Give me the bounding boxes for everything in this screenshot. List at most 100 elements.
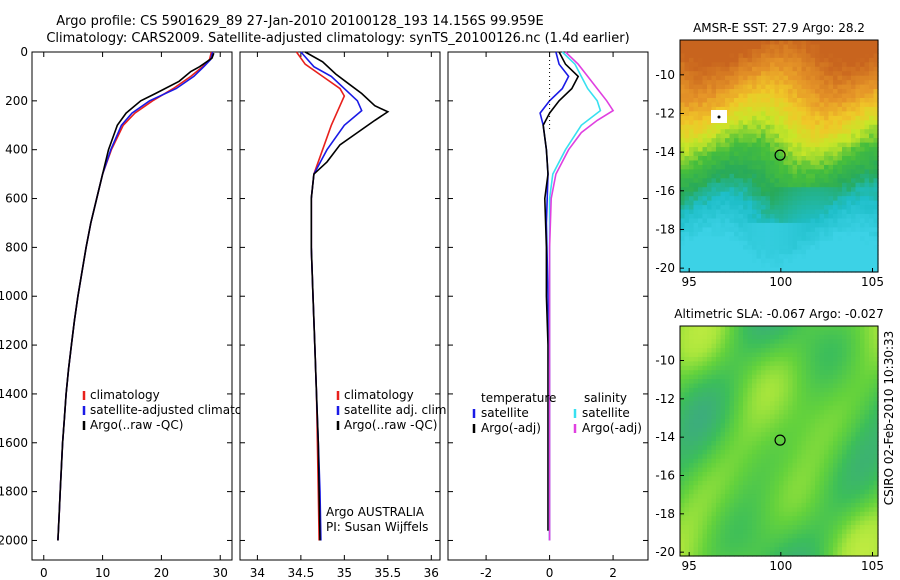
map-cell (747, 147, 753, 153)
map-cell (774, 401, 780, 407)
map-cell (815, 423, 821, 429)
map-cell (756, 485, 762, 491)
map-cell (716, 44, 722, 50)
map-cell (698, 507, 704, 513)
map-cell (774, 379, 780, 385)
map-cell (743, 352, 749, 358)
map-cell (860, 40, 866, 46)
map-cell (806, 156, 812, 162)
map-cell (797, 511, 803, 517)
map-cell (860, 489, 866, 495)
map-cell (774, 231, 780, 237)
map-cell (864, 249, 870, 255)
map-cell (734, 538, 740, 544)
map-cell (846, 520, 852, 526)
map-cell (860, 115, 866, 121)
map-cell (869, 62, 875, 68)
map-cell (756, 330, 762, 336)
map-cell (707, 356, 713, 362)
map-cell (833, 156, 839, 162)
map-cell (774, 48, 780, 54)
map-cell (725, 476, 731, 482)
map-cell (720, 352, 726, 358)
map-cell (684, 182, 690, 188)
map-cell (869, 498, 875, 504)
map-cell (693, 343, 699, 349)
map-cell (761, 258, 767, 264)
map-cell (783, 75, 789, 81)
map-cell (729, 98, 735, 104)
map-cell (702, 111, 708, 117)
map-cell (779, 396, 785, 402)
map-cell (833, 249, 839, 255)
map-cell (779, 200, 785, 206)
map-cell (693, 156, 699, 162)
map-cell (779, 178, 785, 184)
map-cell (698, 89, 704, 95)
map-cell (761, 142, 767, 148)
map-cell (689, 352, 695, 358)
map-cell (684, 40, 690, 46)
map-cell (864, 263, 870, 269)
map-cell (725, 57, 731, 63)
map-cell (702, 138, 708, 144)
map-cell (846, 547, 852, 553)
map-cell (702, 441, 708, 447)
map-cell (819, 178, 825, 184)
map-cell (693, 129, 699, 135)
map-cell (851, 374, 857, 380)
map-cell (774, 173, 780, 179)
map-cell (855, 178, 861, 184)
map-cell (783, 343, 789, 349)
map-cell (752, 542, 758, 548)
map-cell (756, 120, 762, 126)
map-cell (788, 84, 794, 90)
series-line-argo_diff (548, 51, 615, 541)
map-cell (729, 392, 735, 398)
map-cell (761, 485, 767, 491)
map-cell (801, 258, 807, 264)
map-cell (851, 542, 857, 548)
map-cell (756, 40, 762, 46)
map-cell (792, 218, 798, 224)
map-cell (801, 62, 807, 68)
map-cell (788, 511, 794, 517)
map-cell (846, 538, 852, 544)
map-cell (828, 343, 834, 349)
map-cell (779, 89, 785, 95)
map-cell (833, 214, 839, 220)
map-cell (824, 93, 830, 99)
map-cell (815, 511, 821, 517)
map-cell (779, 53, 785, 59)
map-cell (806, 200, 812, 206)
map-cell (792, 432, 798, 438)
map-cell (801, 525, 807, 531)
map-cell (702, 423, 708, 429)
map-cell (752, 423, 758, 429)
map-cell (743, 547, 749, 553)
map-cell (824, 40, 830, 46)
map-cell (743, 106, 749, 112)
map-cell (720, 379, 726, 385)
map-cell (711, 441, 717, 447)
map-cell (684, 249, 690, 255)
map-cell (765, 414, 771, 420)
map-cell (828, 111, 834, 117)
map-cell (810, 485, 816, 491)
map-cell (783, 529, 789, 535)
map-cell (761, 334, 767, 340)
map-cell (747, 489, 753, 495)
map-cell (833, 383, 839, 389)
map-cell (684, 44, 690, 50)
map-cell (693, 93, 699, 99)
map-cell (756, 352, 762, 358)
map-cell (828, 410, 834, 416)
map-cell (756, 467, 762, 473)
map-cell (819, 151, 825, 157)
map-cell (792, 240, 798, 246)
map-cell (761, 401, 767, 407)
y-tick-label: 1200 (0, 338, 28, 352)
map-cell (761, 480, 767, 486)
map-cell (842, 263, 848, 269)
map-cell (851, 93, 857, 99)
